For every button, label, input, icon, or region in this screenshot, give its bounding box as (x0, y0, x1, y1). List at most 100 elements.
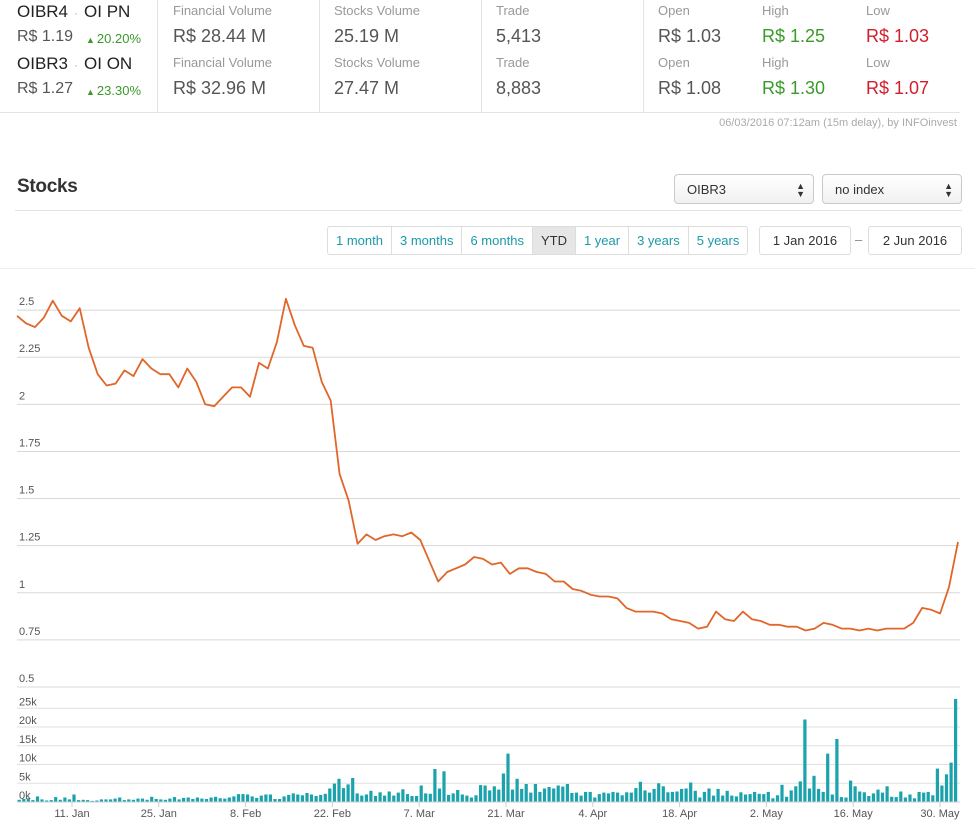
range-1-month[interactable]: 1 month (328, 227, 392, 254)
volume-bar (428, 793, 432, 803)
volume-bar (465, 795, 469, 802)
volume-bar (520, 788, 524, 802)
price-tick-label: 0.5 (19, 673, 34, 685)
volume-bar (246, 794, 250, 802)
volume-bar (373, 796, 378, 802)
ticker-oibr4[interactable]: OIBR4 · OI PN (17, 2, 131, 21)
trade-label: Trade (496, 3, 530, 18)
volume-bar (287, 794, 291, 802)
volume-bar (510, 789, 515, 802)
separator-dot: · (74, 6, 79, 20)
volume-bar (95, 800, 99, 802)
range-ytd[interactable]: YTD (532, 227, 576, 254)
volume-bar (163, 799, 167, 803)
volume-bar (17, 799, 21, 803)
up-arrow-icon: ▲ (86, 35, 95, 45)
volume-bar (424, 793, 428, 802)
volume-bar (488, 790, 492, 802)
volume-bar (278, 799, 282, 802)
date-to-input[interactable]: 2 Jun 2016 (868, 226, 962, 255)
volume-bar (899, 791, 903, 802)
price-tick-label: 0.75 (19, 626, 40, 638)
volume-tick-label: 25k (19, 696, 37, 708)
ticker-oibr3[interactable]: OIBR3 · OI ON (17, 54, 133, 73)
trade-value: 5,413 (496, 26, 542, 46)
volume-tick-label: 10k (19, 753, 37, 765)
volume-bar (415, 796, 419, 802)
price-change: ▲ 23.30% (86, 83, 142, 98)
volume-bar (789, 790, 793, 802)
volume-bar (337, 778, 341, 803)
volume-bar (300, 795, 304, 803)
volume-bar (529, 792, 533, 802)
volume-bar (332, 783, 336, 802)
volume-bar (620, 795, 624, 803)
volume-bar (355, 793, 359, 802)
volume-bar (880, 792, 885, 802)
stocks-volume-label: Stocks Volume (334, 3, 420, 18)
volume-bar (570, 793, 574, 802)
index-select[interactable]: no index ▲ ▼ (822, 174, 962, 204)
stocks-volume-value: 27.47 M (334, 78, 400, 98)
range-1-year[interactable]: 1 year (576, 227, 630, 254)
volume-bar (268, 794, 272, 802)
delay-note: 06/03/2016 07:12am (15m delay), by INFOi… (719, 117, 957, 129)
x-tick-label: 7. Mar (404, 808, 436, 820)
range-3-years[interactable]: 3 years (629, 227, 689, 254)
low-label: Low (866, 55, 890, 70)
low-value: R$ 1.03 (866, 26, 930, 46)
volume-bar (396, 792, 400, 802)
date-separator: – (855, 232, 863, 247)
volume-bar (63, 797, 67, 802)
price-tick-label: 1.25 (19, 532, 40, 544)
open-label: Open (658, 55, 690, 70)
volume-bar (186, 797, 190, 802)
volume-bar (469, 797, 473, 802)
volume-bar (625, 792, 629, 803)
volume-tick-label: 5k (19, 771, 31, 783)
volume-bar (593, 797, 597, 802)
volume-bar (917, 791, 921, 802)
volume-bar (419, 785, 423, 802)
volume-bar (721, 795, 725, 802)
volume-bar (766, 791, 770, 802)
volume-bar (835, 739, 839, 802)
column-divider (643, 0, 644, 113)
volume-bar (40, 799, 44, 802)
financial-volume-value: R$ 28.44 M (173, 26, 267, 46)
volume-bar (885, 786, 889, 803)
range-6-months[interactable]: 6 months (462, 227, 533, 254)
volume-bar (497, 789, 501, 802)
volume-bar (451, 793, 455, 802)
volume-bar (49, 800, 53, 802)
stocks-volume-label: Stocks Volume (334, 55, 420, 70)
volume-bar (606, 793, 611, 802)
volume-bar (579, 795, 583, 802)
volume-bar (99, 799, 103, 802)
volume-bar (360, 795, 364, 802)
volume-bar (661, 786, 665, 803)
volume-bar (236, 794, 241, 802)
range-5-years[interactable]: 5 years (696, 233, 740, 248)
high-label: High (762, 55, 789, 70)
open-value: R$ 1.03 (658, 26, 722, 46)
volume-bar (241, 794, 245, 802)
range-3-months[interactable]: 3 months (392, 227, 463, 254)
volume-bar (903, 797, 907, 802)
volume-bar (346, 784, 350, 802)
volume-bar (616, 792, 620, 802)
select-arrows-icon: ▲ ▼ (944, 181, 953, 199)
volume-bar (341, 788, 346, 802)
section-title: Stocks (17, 176, 78, 197)
volume-bar (926, 791, 930, 802)
volume-bar (227, 797, 231, 802)
volume-bar (159, 799, 163, 802)
volume-bar (890, 796, 894, 803)
volume-bar (552, 788, 556, 802)
stock-select[interactable]: OIBR3 ▲ ▼ (674, 174, 814, 204)
volume-bar (136, 798, 140, 802)
volume-bar (935, 768, 939, 802)
date-from-input[interactable]: 1 Jan 2016 (759, 226, 851, 255)
volume-bar (762, 794, 766, 802)
volume-bar (698, 797, 702, 802)
